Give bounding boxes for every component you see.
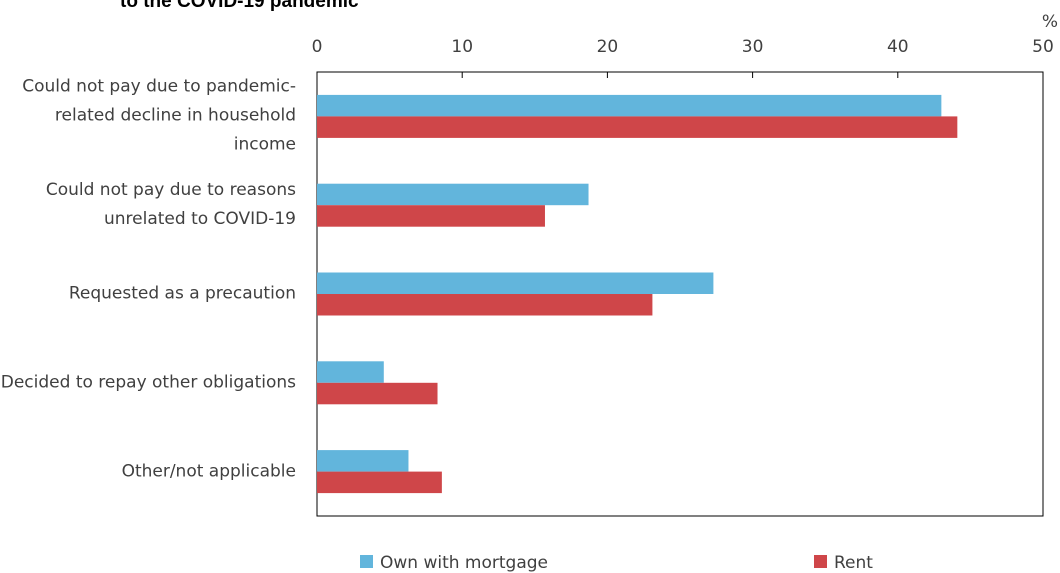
x-tick-label: 50 xyxy=(1032,37,1054,57)
bar xyxy=(317,116,958,138)
chart-title: to the COVID-19 pandemic xyxy=(120,0,359,12)
legend-label: Rent xyxy=(834,553,873,573)
y-tick-label: Other/not applicable xyxy=(121,461,296,482)
bar xyxy=(317,183,589,206)
x-tick-label: 40 xyxy=(887,37,909,57)
y-tick-label: Could not pay due to reasons unrelated t… xyxy=(45,180,296,230)
bar xyxy=(317,450,409,472)
bar xyxy=(317,361,384,383)
x-tick-label: 20 xyxy=(597,37,619,57)
legend-swatch xyxy=(814,555,827,568)
legend-label: Own with mortgage xyxy=(380,553,548,573)
legend-swatch xyxy=(360,555,373,568)
bar xyxy=(317,205,545,227)
x-tick-label: 10 xyxy=(451,37,473,57)
bar xyxy=(317,294,653,316)
bar xyxy=(317,94,942,117)
unit-label: % xyxy=(1042,12,1058,32)
y-tick-label: Decided to repay other obligations xyxy=(0,372,296,393)
x-tick-label: 30 xyxy=(742,37,764,57)
x-tick-label: 0 xyxy=(312,37,323,57)
y-tick-label: Could not pay due to pandemic-related de… xyxy=(22,76,296,155)
bar xyxy=(317,382,438,405)
bar xyxy=(317,471,442,494)
y-tick-label: Requested as a precaution xyxy=(68,283,296,304)
bar xyxy=(317,272,714,294)
